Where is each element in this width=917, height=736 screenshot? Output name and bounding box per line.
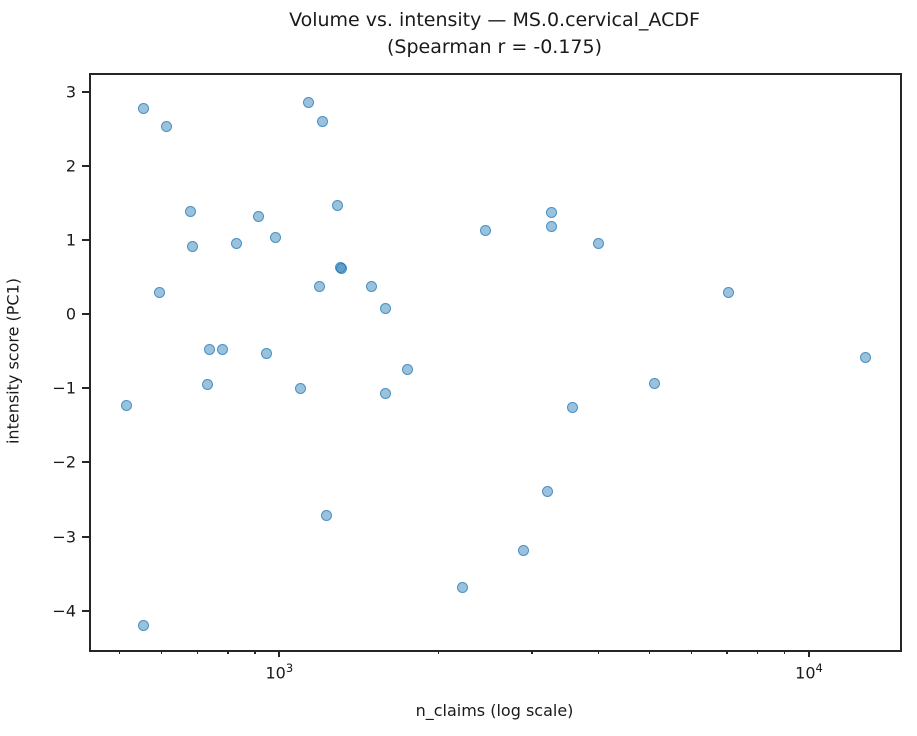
y-tick-label: −2 (52, 452, 76, 472)
scatter-point (302, 96, 314, 108)
scatter-point (153, 287, 165, 299)
x-tick-label: 103 (265, 661, 294, 683)
y-tick-label: 1 (65, 230, 76, 250)
y-tick-label: −4 (52, 601, 76, 621)
scatter-point (592, 238, 604, 250)
scatter-point (313, 281, 325, 293)
scatter-point (316, 115, 328, 127)
y-tick (82, 164, 89, 167)
plot-area (89, 73, 902, 652)
chart-title: Volume vs. intensity — MS.0.cervical_ACD… (89, 7, 900, 61)
y-tick (82, 387, 89, 390)
x-minor-tick (597, 650, 599, 654)
scatter-point (860, 352, 872, 364)
scatter-point (365, 281, 377, 293)
y-tick-label: 0 (65, 304, 76, 324)
scatter-point (216, 343, 228, 355)
scatter-point (201, 379, 213, 391)
scatter-point (336, 263, 348, 275)
scatter-point (295, 382, 307, 394)
scatter-point (480, 224, 492, 236)
y-tick-label: 3 (65, 82, 76, 102)
scatter-point (231, 238, 243, 250)
y-tick (82, 609, 89, 612)
scatter-point (566, 402, 578, 414)
scatter-point (545, 207, 557, 219)
scatter-point (321, 509, 333, 521)
y-tick (82, 313, 89, 316)
x-minor-tick (757, 650, 759, 654)
x-tick-label: 104 (795, 661, 823, 683)
x-minor-tick (161, 650, 163, 654)
scatter-point (379, 387, 391, 399)
scatter-point (203, 344, 215, 356)
scatter-point (187, 241, 199, 253)
scatter-point (260, 347, 272, 359)
scatter-point (161, 121, 173, 133)
y-tick (82, 535, 89, 538)
scatter-point (120, 399, 132, 411)
scatter-point (648, 378, 660, 390)
y-tick (82, 90, 89, 93)
x-minor-tick (119, 650, 121, 654)
y-tick-label: −1 (52, 378, 76, 398)
scatter-point (137, 620, 149, 632)
scatter-point (380, 303, 392, 315)
chart-title-line2: (Spearman r = -0.175) (386, 36, 603, 58)
y-tick-label: −3 (52, 527, 76, 547)
scatter-point (332, 200, 344, 212)
x-minor-tick (196, 650, 198, 654)
y-tick (82, 239, 89, 241)
scatter-point (138, 102, 150, 114)
chart-title-line1: Volume vs. intensity — MS.0.cervical_ACD… (289, 9, 700, 31)
x-major-tick (278, 650, 281, 657)
x-major-tick (808, 650, 810, 657)
scatter-point (252, 210, 264, 222)
scatter-point (542, 485, 554, 497)
x-minor-tick (254, 650, 256, 654)
y-axis-label: intensity score (PC1) (3, 277, 23, 445)
scatter-point (545, 221, 557, 233)
x-minor-tick (438, 650, 440, 654)
scatter-point (456, 581, 468, 593)
y-tick-label: 2 (65, 156, 76, 176)
x-axis-label: n_claims (log scale) (415, 701, 574, 720)
scatter-point (270, 232, 282, 244)
scatter-point (401, 363, 413, 375)
scatter-point (517, 545, 529, 557)
x-minor-tick (227, 650, 229, 654)
scatter-point (722, 287, 734, 299)
scatter-point (185, 206, 197, 218)
x-minor-tick (784, 650, 786, 654)
x-minor-tick (531, 650, 533, 654)
x-minor-tick (690, 650, 693, 654)
x-minor-tick (648, 650, 651, 654)
x-minor-tick (726, 650, 728, 654)
y-tick (82, 461, 89, 464)
